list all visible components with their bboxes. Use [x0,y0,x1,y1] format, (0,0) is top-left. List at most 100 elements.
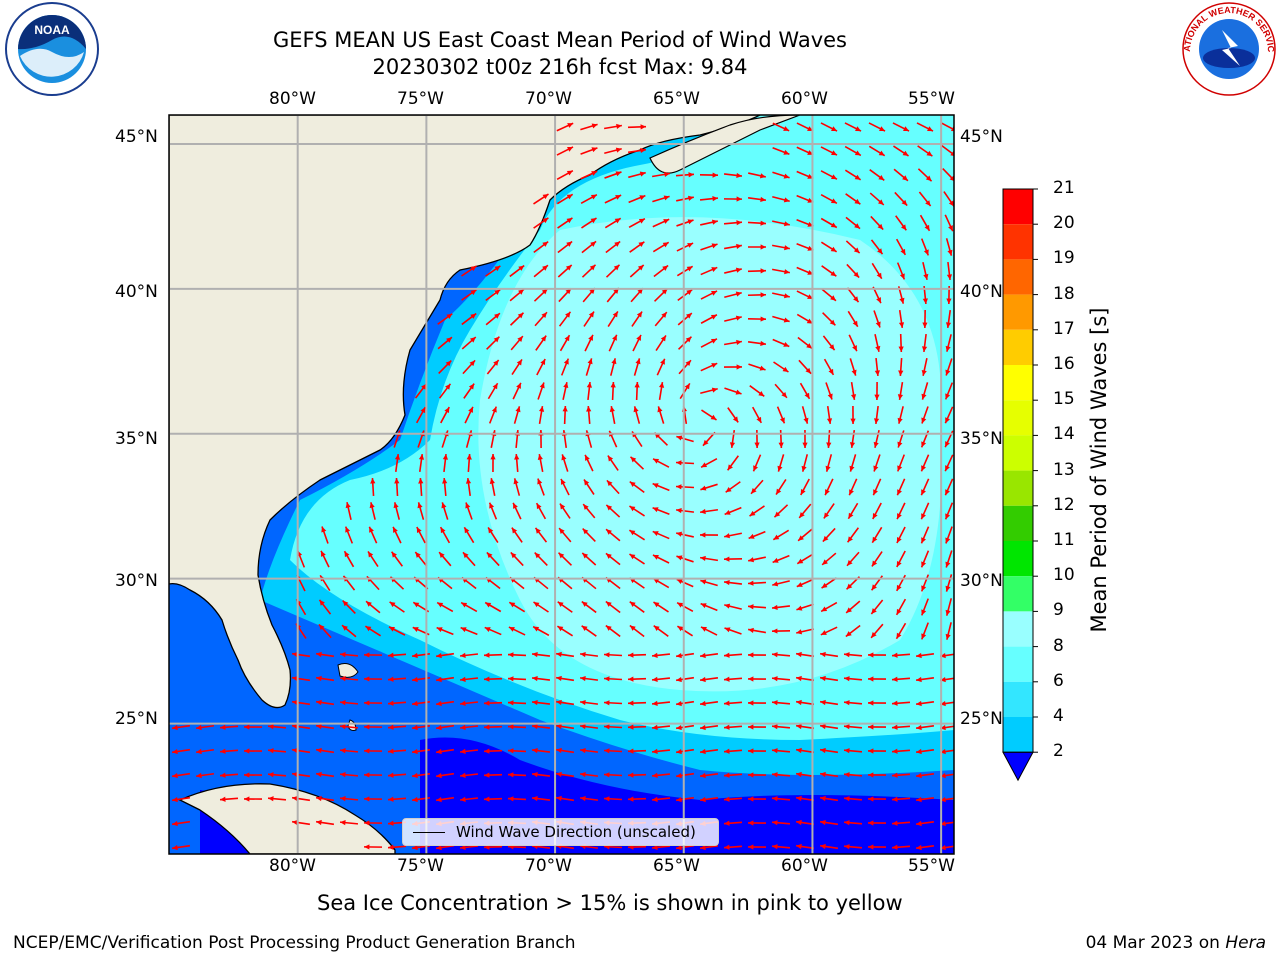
colorbar-segment [1003,576,1033,612]
direction-arrow-head [844,772,850,778]
direction-arrow-head [437,602,444,608]
direction-arrow-head [652,796,658,802]
colorbar-tick-label: 20 [1053,213,1075,234]
direction-arrow-head [268,724,274,730]
colorbar-tick-label: 11 [1053,530,1075,550]
direction-arrow-head [566,241,573,247]
direction-arrow-head [412,724,418,731]
direction-arrow-head [436,676,442,683]
direction-arrow-head [748,820,754,826]
direction-arrow-head [849,442,856,448]
direction-arrow-head [925,175,932,182]
direction-arrow-head [587,358,593,365]
direction-arrow-head [340,772,346,778]
direction-arrow-head [826,442,832,448]
direction-arrow-head [945,489,950,496]
direction-arrow-head [292,771,298,778]
direction-arrow-head [564,335,570,342]
lon-label-bottom-75w: 75°W [397,856,444,876]
direction-arrow-head [604,748,610,754]
direction-arrow-head [711,290,718,296]
direction-arrow-head [535,527,541,534]
direction-arrow-head [724,772,730,778]
direction-arrow-head [634,382,640,388]
direction-arrow-head [418,454,425,460]
direction-arrow-head [652,554,659,560]
direction-arrow-head [629,530,636,536]
colorbar-tick-label: 18 [1053,283,1075,304]
direction-arrow-head [873,441,879,448]
legend-label: Wind Wave Direction (unscaled) [456,823,696,841]
direction-arrow-head [897,489,902,496]
direction-arrow-head [830,198,837,204]
direction-arrow-head [802,442,808,448]
direction-arrow-head [366,601,372,607]
direction-arrow-head [582,552,589,559]
chart-title: GEFS MEAN US East Coast Mean Period of W… [273,28,847,52]
direction-arrow-head [542,194,549,200]
direction-arrow-head [676,748,682,755]
direction-arrow-head [897,465,903,472]
direction-arrow-head [805,367,812,374]
direction-arrow-head [736,196,742,202]
direction-arrow-head [759,173,766,179]
direction-arrow-head [518,265,525,271]
direction-arrow-head [515,406,521,413]
direction-arrow-head [876,297,881,304]
direction-arrow-head [921,489,926,496]
direction-arrow-head [636,334,641,341]
direction-arrow-head [877,199,884,205]
direction-arrow-head [466,454,472,460]
direction-arrow-head [292,747,298,754]
direction-arrow-head [604,772,610,778]
direction-arrow-head [172,724,178,731]
direction-arrow-head [610,382,616,388]
direction-arrow-head [772,652,778,658]
direction-arrow-head [640,124,646,130]
direction-arrow-head [854,150,861,156]
direction-arrow-head [830,174,837,180]
lat-label-right-35n: 35°N [960,429,1003,449]
direction-arrow-head [662,265,669,271]
direction-arrow-head [748,724,754,730]
direction-arrow-head [873,465,879,472]
direction-arrow-head [871,560,878,567]
direction-arrow-head [604,652,610,658]
direction-arrow-head [590,194,597,200]
direction-arrow-head [879,126,886,132]
noaa-logo-text: NOAA [34,23,70,37]
direction-arrow-head [340,676,346,682]
direction-arrow-head [369,526,374,533]
direction-arrow-head [604,724,610,730]
direction-arrow-head [517,312,524,319]
direction-arrow-head [898,322,905,328]
direction-arrow-head [442,478,448,484]
direction-arrow-head [700,652,706,659]
direction-arrow-head [368,551,374,558]
direction-arrow-head [945,465,950,472]
direction-arrow-head [676,435,683,441]
direction-arrow-head [830,222,837,228]
direction-arrow-head [389,601,396,608]
colorbar-tick-label: 13 [1053,459,1075,480]
direction-arrow-head [628,676,634,682]
direction-arrow-head [556,747,562,754]
direction-arrow-head [316,747,322,754]
direction-arrow-head [927,126,934,132]
direction-arrow-head [316,771,322,778]
direction-arrow-head [637,264,644,271]
direction-arrow-head [724,652,730,658]
lon-label-top-60w: 60°W [781,89,828,109]
direction-arrow-head [940,652,946,659]
direction-arrow-head [583,504,589,510]
direction-arrow-head [412,652,418,659]
direction-arrow-head [921,633,927,640]
direction-arrow-head [772,581,779,587]
direction-arrow-head [541,312,547,319]
direction-arrow-head [484,724,490,730]
direction-arrow-head [491,406,497,413]
colorbar-tick-label: 12 [1053,494,1075,515]
direction-arrow-head [748,772,754,778]
direction-arrow-head [801,465,807,472]
direction-arrow-head [852,320,858,327]
